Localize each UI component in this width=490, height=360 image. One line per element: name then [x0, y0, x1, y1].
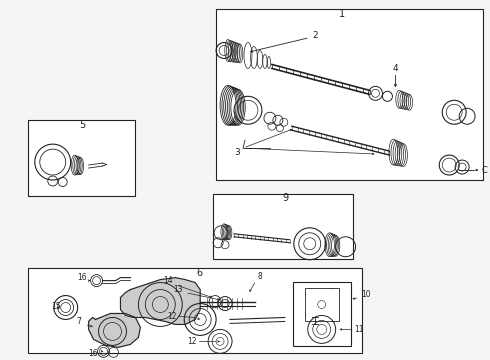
Text: 16: 16	[88, 349, 98, 358]
Bar	[305, 288, 339, 321]
Bar	[28, 120, 135, 196]
Text: 16: 16	[77, 273, 86, 282]
Text: 5: 5	[79, 120, 86, 130]
Text: 7: 7	[76, 317, 81, 326]
Bar	[216, 9, 483, 180]
Bar	[293, 282, 350, 346]
Text: 3: 3	[234, 148, 240, 157]
Text: 2: 2	[312, 31, 318, 40]
Text: 8: 8	[258, 272, 262, 281]
Text: 15: 15	[51, 302, 61, 311]
Text: 9: 9	[283, 193, 289, 203]
Bar	[28, 268, 362, 353]
Text: 10: 10	[361, 290, 370, 299]
Text: 12: 12	[168, 312, 177, 321]
Text: 6: 6	[196, 267, 202, 278]
Polygon shape	[121, 278, 200, 324]
Text: 4: 4	[392, 64, 398, 73]
Text: 14: 14	[164, 276, 173, 285]
Text: 1: 1	[339, 9, 344, 19]
Text: 11: 11	[354, 325, 363, 334]
Text: 13: 13	[173, 285, 183, 294]
Text: C: C	[481, 166, 487, 175]
Text: 12: 12	[188, 337, 197, 346]
Polygon shape	[89, 314, 141, 347]
Bar	[213, 194, 353, 259]
